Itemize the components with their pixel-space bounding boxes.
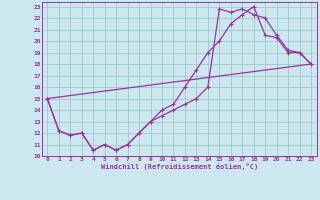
X-axis label: Windchill (Refroidissement éolien,°C): Windchill (Refroidissement éolien,°C) [100, 163, 258, 170]
